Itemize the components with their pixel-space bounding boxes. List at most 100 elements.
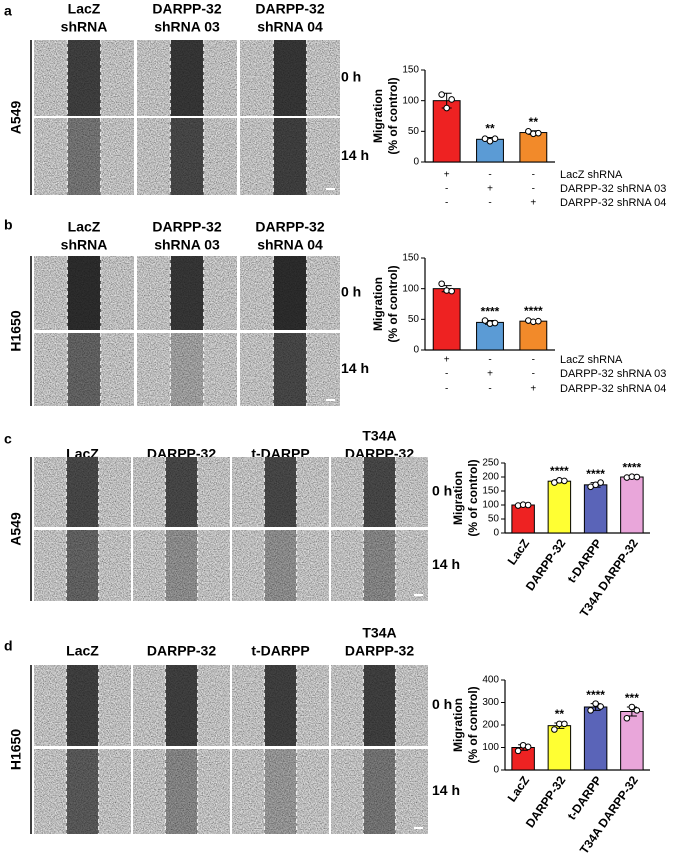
- column-label: LacZ: [68, 219, 101, 235]
- replicate-point: [443, 104, 450, 112]
- wound-gap: [67, 118, 101, 195]
- condition-sign: +: [487, 369, 493, 380]
- wound-gap: [170, 118, 204, 195]
- y-tick-label: 0: [413, 345, 419, 356]
- y-tick-label: 100: [402, 95, 419, 106]
- micrograph: [331, 530, 428, 601]
- y-axis-label: Migration: [371, 277, 385, 331]
- column-label: shRNA: [61, 19, 108, 35]
- condition-sign: +: [530, 384, 536, 395]
- micrograph: [34, 118, 134, 195]
- replicate-point: [438, 280, 445, 288]
- micrograph: [137, 333, 237, 406]
- time-label: 14 h: [432, 556, 460, 572]
- wound-gap: [264, 530, 297, 601]
- condition-sign: +: [444, 355, 450, 366]
- panel-letter: a: [4, 3, 12, 19]
- bar: [432, 288, 461, 351]
- wound-gap: [165, 749, 198, 834]
- replicate-point: [535, 129, 542, 137]
- y-tick-label: 50: [408, 314, 420, 325]
- significance-label: ***: [625, 691, 639, 705]
- wound-gap: [170, 40, 204, 116]
- y-tick-label: 200: [482, 472, 499, 483]
- wound-gap: [165, 530, 198, 601]
- time-label: 14 h: [341, 360, 369, 376]
- x-tick-label: t-DARPP: [565, 774, 605, 823]
- y-tick-label: 150: [402, 65, 419, 76]
- condition-name: DARPP-32 shRNA 03: [560, 368, 666, 380]
- bar: [547, 725, 572, 771]
- wound-gap: [165, 665, 198, 746]
- significance-label: **: [555, 707, 565, 721]
- wound-gap: [66, 530, 99, 601]
- replicate-point: [514, 747, 522, 755]
- micrograph: [232, 749, 329, 834]
- condition-sign: -: [532, 355, 535, 366]
- wound-gap: [170, 256, 204, 330]
- wound-gap: [264, 749, 297, 834]
- wound-gap: [273, 256, 307, 330]
- column-label: shRNA 04: [257, 237, 323, 253]
- condition-name: LacZ shRNA: [560, 169, 623, 181]
- replicate-point: [448, 96, 455, 103]
- replicate-point: [628, 703, 636, 711]
- x-tick-label: LacZ: [505, 774, 533, 805]
- y-tick-label: 100: [482, 500, 499, 511]
- replicate-point: [524, 743, 532, 751]
- condition-sign: -: [488, 355, 491, 366]
- y-tick-label: 50: [488, 514, 500, 525]
- panel-letter: b: [4, 217, 13, 233]
- replicate-point: [448, 287, 455, 295]
- wound-gap: [273, 118, 307, 195]
- y-tick-label: 100: [482, 742, 499, 753]
- micrograph: [133, 530, 230, 601]
- column-label: DARPP-32: [255, 219, 324, 235]
- column-label: shRNA 03: [154, 237, 220, 253]
- cell-line-label: A549: [8, 101, 24, 135]
- condition-sign: -: [445, 384, 448, 395]
- bar: [583, 484, 608, 534]
- column-label: LacZ: [66, 643, 99, 659]
- replicate-point: [592, 700, 599, 707]
- bar: [519, 132, 548, 163]
- condition-sign: -: [532, 184, 535, 195]
- column-label: LacZ: [68, 1, 101, 17]
- bar: [511, 504, 535, 534]
- micrograph: [133, 749, 230, 834]
- wound-gap: [363, 749, 396, 834]
- micrograph: [331, 749, 428, 834]
- wound-gap: [170, 333, 204, 406]
- condition-sign: +: [487, 184, 493, 195]
- wound-gap: [363, 530, 396, 601]
- condition-sign: -: [488, 170, 491, 181]
- replicate-point: [524, 501, 532, 509]
- bar: [519, 320, 548, 351]
- wound-gap: [67, 40, 101, 116]
- y-tick-label: 100: [402, 283, 419, 294]
- column-label: T34A: [362, 625, 396, 641]
- y-tick-label: 50: [408, 126, 420, 137]
- replicate-point: [623, 714, 631, 722]
- column-label: DARPP-32: [152, 1, 221, 17]
- time-label: 0 h: [432, 696, 452, 712]
- time-label: 14 h: [341, 147, 369, 163]
- condition-sign: -: [532, 170, 535, 181]
- significance-label: ****: [550, 464, 569, 478]
- y-tick-label: 0: [413, 157, 419, 168]
- column-label: T34A: [362, 428, 396, 444]
- wound-gap: [363, 457, 396, 527]
- condition-sign: -: [445, 198, 448, 209]
- wound-gap: [66, 749, 99, 834]
- wound-gap: [67, 256, 101, 330]
- replicate-point: [633, 707, 641, 714]
- y-tick-label: 300: [482, 697, 499, 708]
- time-label: 0 h: [341, 69, 361, 85]
- micrograph: [232, 530, 329, 601]
- bar: [620, 476, 644, 534]
- cell-line-label: H1650: [8, 729, 24, 770]
- significance-label: ****: [586, 467, 605, 481]
- wound-gap: [273, 40, 307, 116]
- y-axis-label: Migration: [451, 698, 465, 752]
- column-label: shRNA: [61, 237, 108, 253]
